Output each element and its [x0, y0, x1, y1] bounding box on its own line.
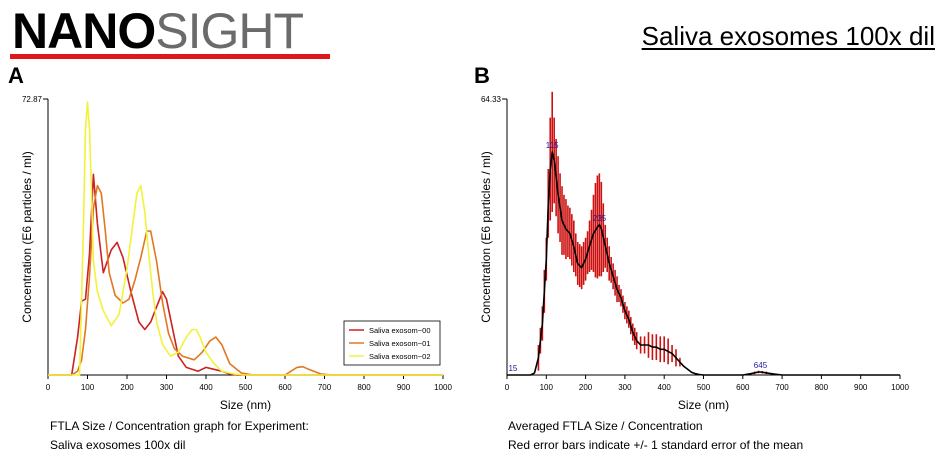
panel-a-y-axis-label: Concentration (E6 particles / ml) — [20, 151, 34, 322]
panel-b-x-tick-label: 400 — [658, 383, 672, 392]
panel-a-legend-label-0: Saliva exosom~00 — [369, 326, 431, 335]
panel-b-caption-line1: Averaged FTLA Size / Concentration — [508, 419, 703, 433]
panel-b-x-axis-label: Size (nm) — [678, 398, 729, 412]
panel-a-y-max-label: 72.87 — [22, 95, 43, 104]
panel-a-legend-label-2: Saliva exosom~02 — [369, 352, 431, 361]
panel-b-peak-label: 235 — [593, 214, 607, 223]
panel-a-x-axis-label: Size (nm) — [220, 398, 271, 412]
panel-b-x-tick-label: 1000 — [891, 383, 909, 392]
panel-a-x-tick-label: 700 — [318, 383, 332, 392]
panel-a-letter: A — [8, 63, 24, 88]
panel-a-x-tick-label: 100 — [81, 383, 95, 392]
panel-b-y-max-label: 64.33 — [481, 95, 502, 104]
panel-a-x-tick-label: 900 — [397, 383, 411, 392]
panel-a-x-tick-label: 800 — [357, 383, 371, 392]
panel-b-x-tick-label: 800 — [815, 383, 829, 392]
report-title: Saliva exosomes 100x dil — [641, 21, 935, 51]
panel-b-letter: B — [474, 63, 490, 88]
nanosight-logo: NANOSIGHT — [12, 2, 304, 60]
panel-b-x-tick-label: 900 — [854, 383, 868, 392]
panel-b-peak-label: 645 — [754, 361, 768, 370]
panel-b-y-axis-label: Concentration (E6 particles / ml) — [479, 151, 493, 322]
panel-b-x-tick-label: 0 — [505, 383, 510, 392]
panel-b-x-tick-label: 200 — [579, 383, 593, 392]
panel-b-x-tick-label: 700 — [775, 383, 789, 392]
panel-b-x-tick-label: 500 — [697, 383, 711, 392]
panel-a-series-line-2 — [48, 101, 443, 376]
panel-a-x-tick-label: 500 — [239, 383, 253, 392]
panel-a-x-tick-label: 400 — [199, 383, 213, 392]
panel-b-x-tick-label: 100 — [540, 383, 554, 392]
logo-underline-bar — [10, 54, 330, 59]
panel-b-caption-line2: Red error bars indicate +/- 1 standard e… — [508, 438, 804, 452]
panel-b-peak-label: 115 — [546, 141, 559, 150]
panel-a-x-tick-label: 1000 — [434, 383, 452, 392]
panel-a-caption-line2: Saliva exosomes 100x dil — [50, 438, 186, 452]
panel-a-x-tick-label: 300 — [160, 383, 174, 392]
panel-b-x-tick-label: 300 — [618, 383, 632, 392]
panel-b-mean-line — [507, 151, 900, 376]
panel-a-x-tick-label: 0 — [46, 383, 51, 392]
panel-a-series-line-0 — [48, 173, 443, 376]
logo-sight-text: SIGHT — [155, 3, 304, 59]
panel-b-peak-label: 15 — [508, 364, 517, 373]
panel-a-legend-label-1: Saliva exosom~01 — [369, 339, 431, 348]
panel-a-caption-line1: FTLA Size / Concentration graph for Expe… — [50, 419, 309, 433]
panel-a-x-tick-label: 200 — [120, 383, 134, 392]
panel-b-x-tick-label: 600 — [736, 383, 750, 392]
panel-a-x-tick-label: 600 — [278, 383, 292, 392]
logo-nano-text: NANO — [12, 3, 156, 59]
